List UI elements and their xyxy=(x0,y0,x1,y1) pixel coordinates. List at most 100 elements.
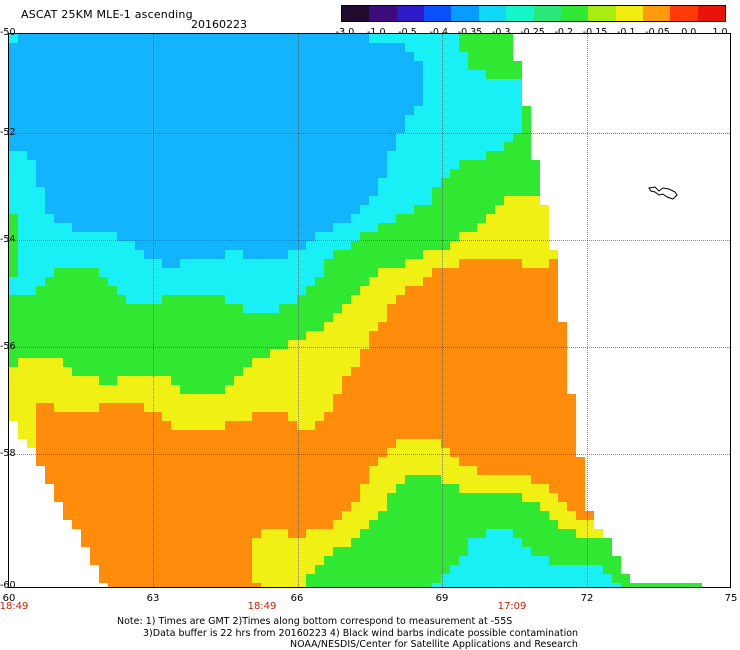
swath-cell xyxy=(207,178,216,187)
swath-cell xyxy=(261,52,270,61)
swath-cell xyxy=(171,421,180,430)
swath-cell xyxy=(225,385,234,394)
swath-cell xyxy=(459,385,468,394)
swath-cell xyxy=(72,349,81,358)
swath-cell xyxy=(324,43,333,52)
swath-cell xyxy=(414,403,423,412)
swath-cell xyxy=(342,178,351,187)
swath-cell xyxy=(90,52,99,61)
swath-cell xyxy=(495,196,504,205)
swath-cell xyxy=(72,88,81,97)
swath-cell xyxy=(225,232,234,241)
swath-cell xyxy=(72,493,81,502)
swath-cell xyxy=(504,421,513,430)
swath-cell xyxy=(99,259,108,268)
swath-cell xyxy=(297,538,306,547)
swath-cell xyxy=(432,205,441,214)
swath-cell xyxy=(360,259,369,268)
swath-cell xyxy=(306,115,315,124)
swath-cell xyxy=(405,340,414,349)
swath-cell xyxy=(27,223,36,232)
swath-cell xyxy=(459,142,468,151)
swath-cell xyxy=(405,124,414,133)
swath-cell xyxy=(171,412,180,421)
swath-cell xyxy=(297,79,306,88)
swath-cell xyxy=(216,286,225,295)
swath-cell xyxy=(450,286,459,295)
swath-cell xyxy=(450,376,459,385)
swath-cell xyxy=(324,412,333,421)
swath-cell xyxy=(198,133,207,142)
swath-cell xyxy=(450,151,459,160)
swath-cell xyxy=(207,322,216,331)
swath-cell xyxy=(423,241,432,250)
swath-cell xyxy=(162,43,171,52)
swath-cell xyxy=(369,421,378,430)
swath-cell xyxy=(513,214,522,223)
swath-cell xyxy=(252,493,261,502)
swath-cell xyxy=(108,430,117,439)
swath-cell xyxy=(333,502,342,511)
swath-cell xyxy=(99,106,108,115)
swath-cell xyxy=(198,457,207,466)
swath-cell xyxy=(486,421,495,430)
swath-cell xyxy=(162,403,171,412)
swath-cell xyxy=(369,178,378,187)
swath-cell xyxy=(189,385,198,394)
swath-cell xyxy=(270,34,279,43)
swath-cell xyxy=(216,583,225,587)
swath-cell xyxy=(45,421,54,430)
swath-cell xyxy=(180,529,189,538)
swath-cell xyxy=(360,466,369,475)
swath-cell xyxy=(225,475,234,484)
swath-cell xyxy=(540,376,549,385)
swath-cell xyxy=(216,79,225,88)
swath-cell xyxy=(45,322,54,331)
swath-cell xyxy=(486,169,495,178)
swath-cell xyxy=(432,241,441,250)
swath-cell xyxy=(90,232,99,241)
swath-cell xyxy=(432,151,441,160)
swath-cell xyxy=(477,412,486,421)
swath-cell xyxy=(225,529,234,538)
swath-cell xyxy=(423,511,432,520)
swath-cell xyxy=(450,538,459,547)
swath-cell xyxy=(153,79,162,88)
swath-cell xyxy=(18,196,27,205)
swath-cell xyxy=(297,34,306,43)
swath-cell xyxy=(459,52,468,61)
swath-cell xyxy=(198,538,207,547)
swath-cell xyxy=(279,574,288,583)
swath-cell xyxy=(342,565,351,574)
swath-cell xyxy=(351,70,360,79)
swath-cell xyxy=(315,151,324,160)
swath-cell xyxy=(405,385,414,394)
swath-cell xyxy=(405,529,414,538)
swath-cell xyxy=(477,421,486,430)
swath-cell xyxy=(414,205,423,214)
swath-cell xyxy=(279,403,288,412)
swath-cell xyxy=(18,358,27,367)
swath-cell xyxy=(72,439,81,448)
swath-cell xyxy=(342,520,351,529)
swath-cell xyxy=(405,484,414,493)
swath-cell xyxy=(522,277,531,286)
swath-cell xyxy=(360,61,369,70)
swath-cell xyxy=(99,565,108,574)
swath-cell xyxy=(270,106,279,115)
swath-cell xyxy=(72,412,81,421)
swath-cell xyxy=(441,34,450,43)
swath-cell xyxy=(117,79,126,88)
swath-cell xyxy=(441,331,450,340)
swath-cell xyxy=(144,538,153,547)
swath-cell xyxy=(432,97,441,106)
swath-cell xyxy=(81,403,90,412)
swath-cell xyxy=(387,34,396,43)
swath-cell xyxy=(135,574,144,583)
swath-cell xyxy=(351,511,360,520)
swath-cell xyxy=(207,97,216,106)
swath-cell xyxy=(117,304,126,313)
swath-cell xyxy=(360,403,369,412)
swath-cell xyxy=(567,466,576,475)
swath-cell xyxy=(288,70,297,79)
